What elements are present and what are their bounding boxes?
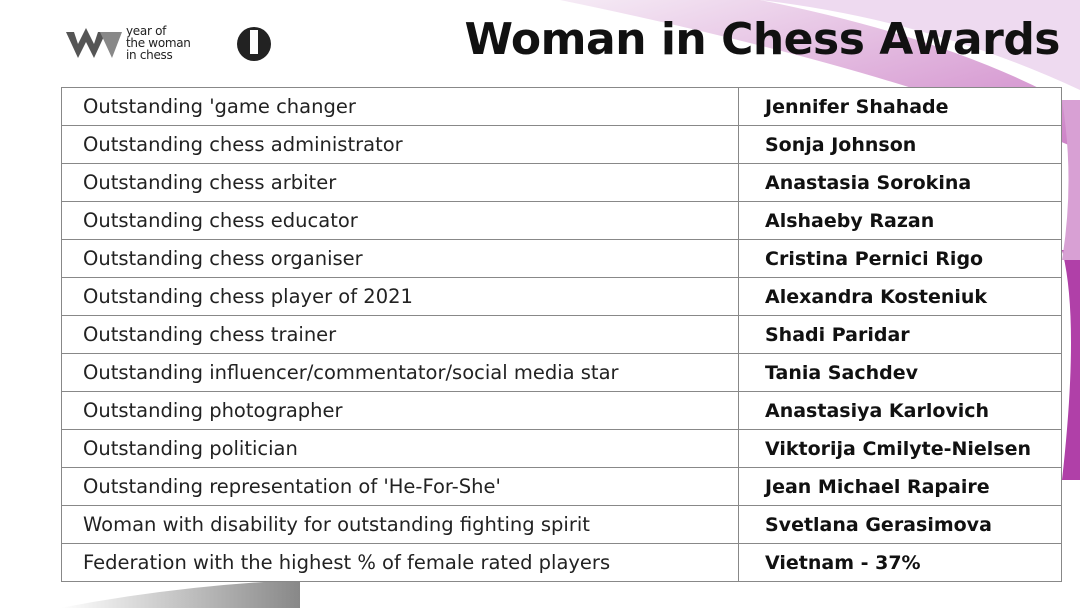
awards-table: Outstanding 'game changer Jennifer Shahad…: [61, 87, 1062, 582]
table-row: Outstanding chess player of 2021 Alexandr…: [61, 277, 1062, 316]
table-row: Outstanding chess educator Alshaeby Razan: [61, 201, 1062, 240]
logo-mark: [66, 28, 106, 58]
table-row: Woman with disability for outstanding fi…: [61, 505, 1062, 544]
award-winner: Shadi Paridar: [738, 315, 1062, 354]
swoosh: [1062, 100, 1080, 260]
award-winner: Jennifer Shahade: [738, 87, 1062, 126]
table-row: Outstanding politician Viktorija Cmilyte-…: [61, 429, 1062, 468]
table-row: Outstanding influencer/commentator/socia…: [61, 353, 1062, 392]
title: Woman in Chess Awards: [464, 14, 1060, 65]
award-category: Outstanding representation of 'He-For-Sh…: [61, 467, 739, 506]
logo-line: year of: [126, 24, 167, 38]
award-winner: Jean Michael Rapaire: [738, 467, 1062, 506]
swoosh: [760, 0, 1080, 90]
award-winner: Viktorija Cmilyte-Nielsen: [738, 429, 1062, 468]
award-category: Outstanding chess administrator: [61, 125, 739, 164]
table-row: Outstanding photographer Anastasiya Karlo…: [61, 391, 1062, 430]
award-category: Woman with disability for outstanding fi…: [61, 505, 739, 544]
award-category: Outstanding influencer/commentator/socia…: [61, 353, 739, 392]
award-category: Outstanding photographer: [61, 391, 739, 430]
award-winner: Vietnam - 37%: [738, 543, 1062, 582]
award-winner: Tania Sachdev: [738, 353, 1062, 392]
award-winner: Svetlana Gerasimova: [738, 505, 1062, 544]
logo-mark: [100, 32, 122, 58]
logo-line: in chess: [126, 48, 173, 62]
table-row: Outstanding chess arbiter Anastasia Sorok…: [61, 163, 1062, 202]
award-winner: Anastasiya Karlovich: [738, 391, 1062, 430]
swoosh: [560, 0, 1080, 150]
award-category: Outstanding chess organiser: [61, 239, 739, 278]
award-category: Outstanding chess arbiter: [61, 163, 739, 202]
swoosh: [60, 580, 300, 608]
award-category: Outstanding chess player of 2021: [61, 277, 739, 316]
logo-line: the woman: [126, 36, 191, 50]
award-winner: Alshaeby Razan: [738, 201, 1062, 240]
award-category: Outstanding chess trainer: [61, 315, 739, 354]
table-row: Federation with the highest % of female …: [61, 543, 1062, 582]
award-winner: Sonja Johnson: [738, 125, 1062, 164]
swoosh: [1062, 250, 1080, 480]
award-winner: Anastasia Sorokina: [738, 163, 1062, 202]
table-row: Outstanding chess organiser Cristina Pern…: [61, 239, 1062, 278]
table-row: Outstanding chess administrator Sonja Joh…: [61, 125, 1062, 164]
table-row: Outstanding chess trainer Shadi Paridar: [61, 315, 1062, 354]
logo: [66, 27, 271, 61]
award-winner: Alexandra Kosteniuk: [738, 277, 1062, 316]
award-category: Federation with the highest % of female …: [61, 543, 739, 582]
table-row: Outstanding representation of 'He-For-Sh…: [61, 467, 1062, 506]
award-category: Outstanding 'game changer: [61, 87, 739, 126]
award-category: Outstanding chess educator: [61, 201, 739, 240]
table-row: Outstanding 'game changer Jennifer Shahad…: [61, 87, 1062, 126]
logo-text: year of the woman in chess: [126, 25, 191, 61]
fide-logo: [250, 30, 258, 54]
award-winner: Cristina Pernici Rigo: [738, 239, 1062, 278]
award-category: Outstanding politician: [61, 429, 739, 468]
